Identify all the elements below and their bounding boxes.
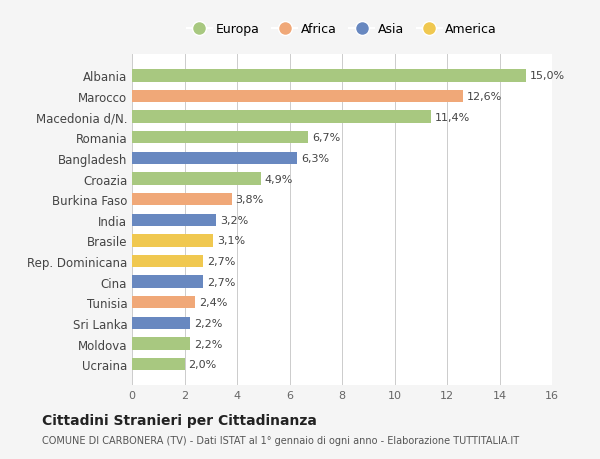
Bar [132, 276, 203, 288]
Bar [132, 235, 214, 247]
Bar [132, 194, 232, 206]
Text: 2,7%: 2,7% [207, 277, 235, 287]
Bar [132, 132, 308, 144]
Bar [132, 214, 216, 226]
Text: 2,4%: 2,4% [199, 297, 227, 308]
Text: 3,1%: 3,1% [217, 236, 245, 246]
Bar [132, 152, 298, 165]
Text: 12,6%: 12,6% [467, 92, 502, 102]
Text: 11,4%: 11,4% [435, 112, 470, 123]
Text: 6,3%: 6,3% [301, 154, 329, 163]
Text: 4,9%: 4,9% [265, 174, 293, 184]
Bar [132, 358, 185, 370]
Text: 3,8%: 3,8% [236, 195, 264, 205]
Bar [132, 111, 431, 123]
Text: Cittadini Stranieri per Cittadinanza: Cittadini Stranieri per Cittadinanza [42, 413, 317, 427]
Text: 2,2%: 2,2% [194, 318, 222, 328]
Legend: Europa, Africa, Asia, America: Europa, Africa, Asia, America [182, 18, 502, 41]
Bar [132, 70, 526, 83]
Text: COMUNE DI CARBONERA (TV) - Dati ISTAT al 1° gennaio di ogni anno - Elaborazione : COMUNE DI CARBONERA (TV) - Dati ISTAT al… [42, 435, 519, 445]
Text: 6,7%: 6,7% [312, 133, 340, 143]
Text: 2,7%: 2,7% [207, 257, 235, 267]
Bar [132, 338, 190, 350]
Bar [132, 317, 190, 330]
Bar [132, 91, 463, 103]
Bar [132, 173, 260, 185]
Bar [132, 297, 195, 309]
Text: 2,0%: 2,0% [188, 359, 217, 369]
Text: 3,2%: 3,2% [220, 215, 248, 225]
Text: 15,0%: 15,0% [530, 71, 565, 81]
Text: 2,2%: 2,2% [194, 339, 222, 349]
Bar [132, 255, 203, 268]
